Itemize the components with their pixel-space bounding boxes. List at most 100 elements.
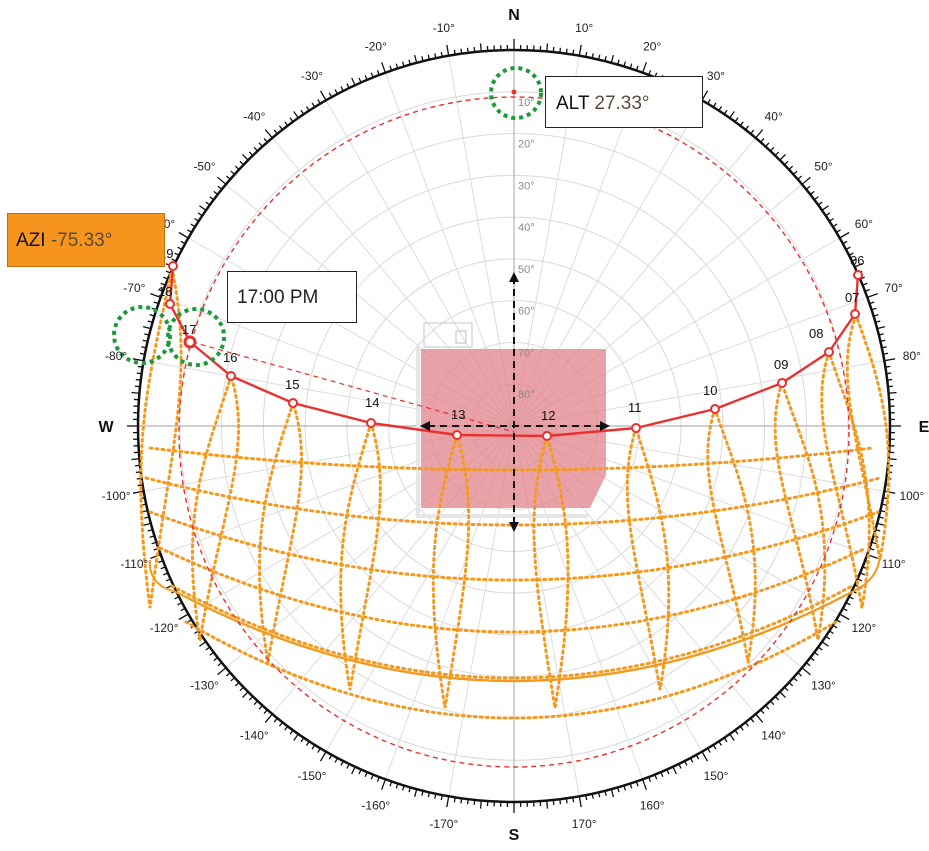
compass-tick	[887, 380, 892, 381]
west-label: W	[98, 419, 114, 436]
azimuth-label: -170°	[429, 817, 458, 831]
obstruction-mask	[418, 323, 606, 516]
azimuth-label: -150°	[298, 769, 327, 783]
compass-tick	[454, 797, 455, 802]
sun-hour-label: 08	[809, 326, 823, 341]
compass-tick	[285, 726, 288, 730]
compass-tick	[751, 130, 754, 134]
compass-tick	[840, 614, 850, 620]
compass-tick	[365, 772, 367, 777]
compass-tick	[751, 718, 754, 722]
compass-tick	[780, 692, 786, 698]
compass-tick	[889, 393, 897, 394]
compass-tick	[240, 161, 244, 164]
compass-tick	[579, 796, 581, 807]
compass-tick	[547, 801, 548, 809]
compass-tick	[611, 55, 613, 63]
sun-hour-label: 12	[541, 408, 555, 423]
azimuth-label: 20°	[643, 39, 661, 53]
compass-tick	[740, 726, 743, 730]
compass-tick	[163, 573, 168, 575]
azimuth-label: -130°	[190, 679, 219, 693]
sun-hour-point	[367, 419, 375, 427]
altitude-point	[512, 90, 517, 95]
compass-tick	[740, 122, 743, 126]
compass-tick	[481, 801, 482, 809]
sun-hour-label: 09	[774, 357, 788, 372]
azimuth-label: -10°	[433, 21, 455, 35]
azimuth-label: -100°	[102, 489, 131, 503]
azimuth-label: -120°	[150, 621, 179, 635]
compass-tick	[206, 647, 210, 650]
compass-tick	[264, 138, 267, 142]
compass-tick	[242, 154, 248, 160]
compass-tick	[798, 176, 802, 179]
compass-tick	[784, 687, 788, 690]
compass-tick	[770, 701, 773, 705]
compass-tick	[321, 91, 327, 101]
sun-hour-label: 06	[850, 253, 864, 268]
compass-tick	[547, 43, 548, 51]
compass-tick	[661, 772, 663, 777]
azimuth-label: 10°	[575, 21, 593, 35]
compass-tick	[673, 767, 676, 774]
sun-hour-point	[854, 271, 862, 279]
compass-tick	[210, 652, 214, 655]
compass-tick	[735, 730, 738, 734]
compass-tick	[756, 130, 763, 138]
azimuth-label: -110°	[120, 557, 148, 571]
azimuth-label: 80°	[903, 349, 921, 363]
sun-hour-point	[778, 379, 786, 387]
compass-tick	[218, 177, 226, 184]
compass-tick	[573, 797, 574, 802]
altitude-label: 80°	[518, 389, 535, 401]
compass-tick	[611, 789, 613, 797]
compass-tick	[352, 767, 355, 774]
compass-tick	[867, 294, 877, 298]
altitude-label: 40°	[518, 222, 535, 234]
compass-tick	[560, 799, 561, 804]
sun-hour-point	[825, 348, 833, 356]
compass-tick	[793, 678, 797, 681]
sun-hour-label: 16	[223, 350, 237, 365]
compass-tick	[150, 555, 160, 559]
compass-tick	[553, 800, 554, 805]
sun-hour-label: 13	[451, 407, 465, 422]
altitude-label: 20°	[518, 139, 535, 151]
compass-tick	[321, 752, 327, 762]
altitude-label: 30°	[518, 180, 535, 192]
compass-tick	[818, 647, 822, 650]
compass-tick	[860, 573, 865, 575]
compass-tick	[131, 459, 139, 460]
compass-tick	[179, 614, 189, 620]
azimuth-label: -20°	[365, 39, 387, 53]
compass-tick	[810, 657, 814, 660]
compass-tick	[702, 752, 708, 762]
sun-hour-label: 17	[182, 322, 196, 337]
compass-tick	[447, 796, 449, 807]
sun-hour-point	[711, 405, 719, 413]
compass-tick	[199, 642, 206, 647]
compass-tick	[789, 166, 793, 169]
compass-tick	[352, 78, 355, 85]
compass-tick	[802, 668, 810, 675]
compass-tick	[885, 366, 890, 367]
azimuth-label: 50°	[814, 159, 832, 173]
azimuth-label: 130°	[811, 679, 836, 693]
compass-tick	[143, 327, 151, 329]
compass-tick	[249, 696, 252, 700]
compass-tick	[579, 45, 581, 56]
sun-hour-point	[543, 432, 551, 440]
sun-hour-point	[289, 399, 297, 407]
sun-hour-label: 14	[365, 395, 379, 410]
compass-tick	[137, 373, 142, 374]
azimuth-label: -160°	[361, 799, 390, 813]
compass-tick	[724, 738, 727, 742]
compass-tick	[566, 798, 567, 803]
compass-tick	[240, 687, 244, 690]
compass-tick	[254, 701, 257, 705]
north-label: N	[508, 7, 520, 24]
compass-tick	[814, 652, 818, 655]
